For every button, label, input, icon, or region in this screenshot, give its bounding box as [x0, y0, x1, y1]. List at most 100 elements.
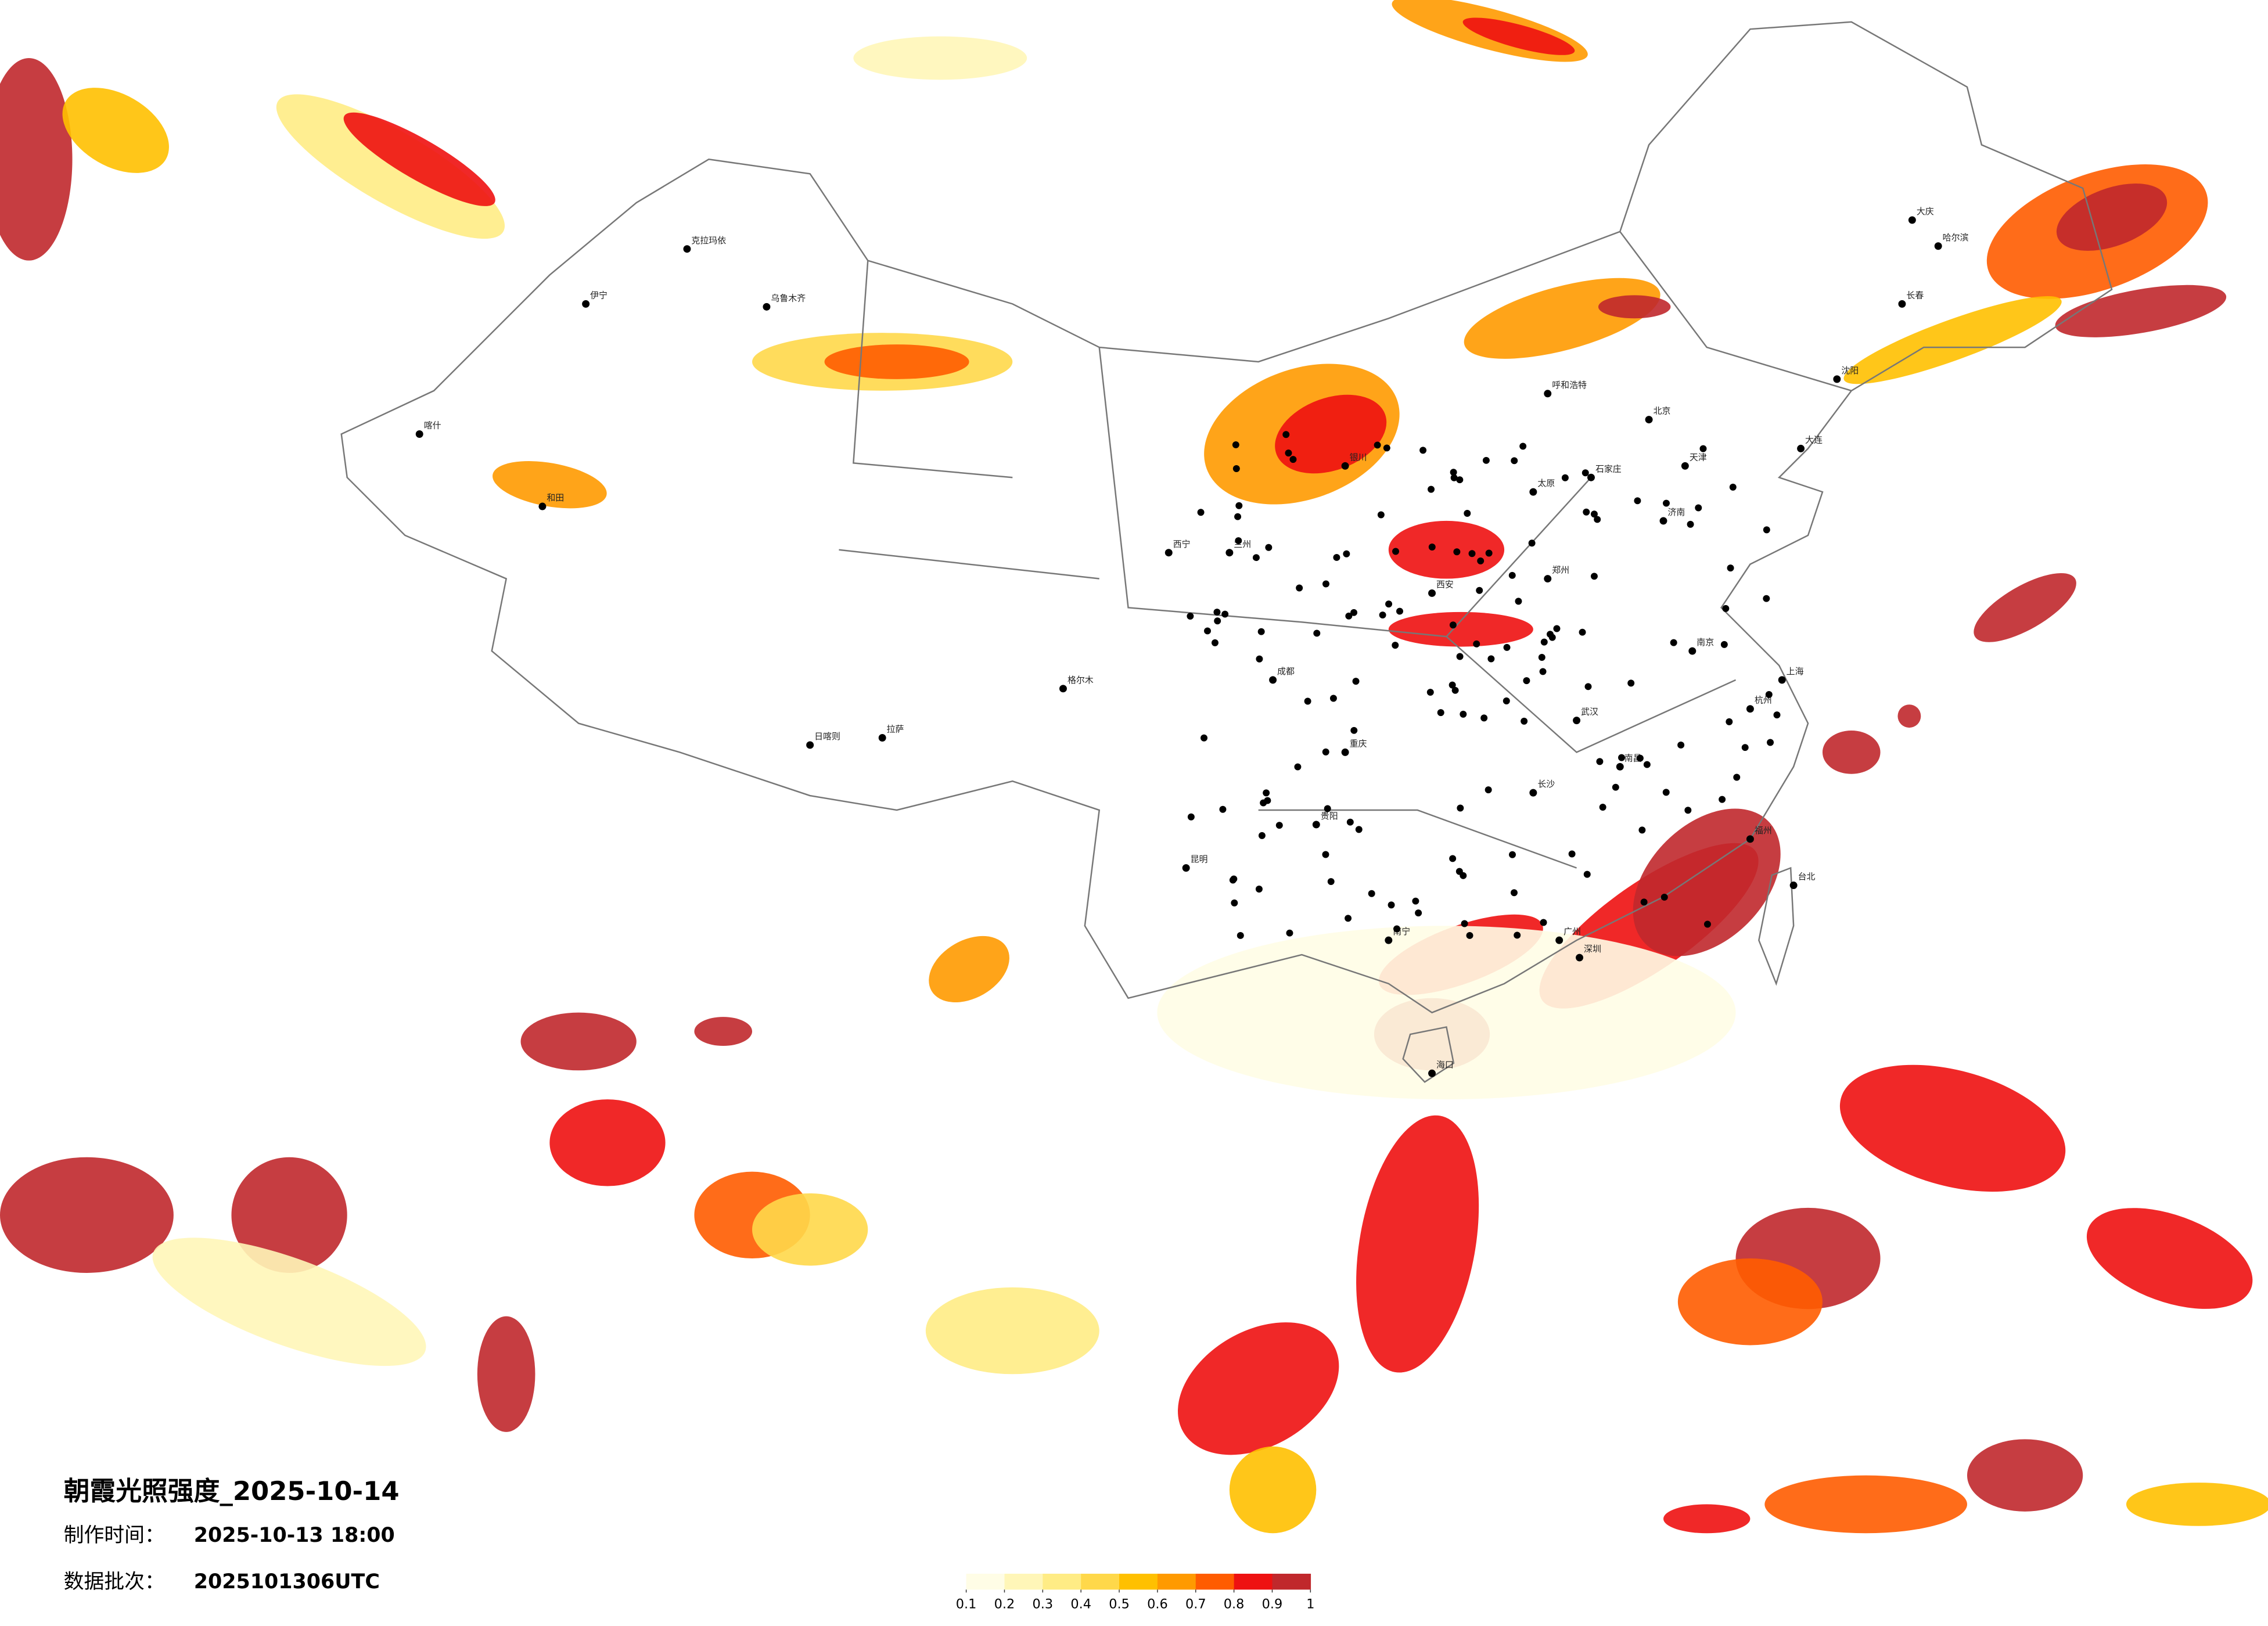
city-label: 西安 — [1436, 579, 1454, 589]
intensity-patch — [2056, 184, 2168, 251]
city-dot — [1659, 517, 1667, 525]
city-dot — [1392, 548, 1399, 555]
city-dot — [1561, 474, 1569, 481]
city-label: 西宁 — [1173, 539, 1191, 549]
city-label: 武汉 — [1581, 707, 1598, 717]
legend-swatch — [1004, 1573, 1044, 1590]
city-label: 海口 — [1436, 1059, 1454, 1070]
city-dot — [1485, 549, 1493, 557]
city-dot — [582, 300, 590, 308]
city-dot — [1638, 826, 1646, 834]
city-dot — [1523, 677, 1530, 685]
intensity-patch — [1633, 808, 1781, 956]
city-dot — [1289, 456, 1297, 463]
city-label: 济南 — [1667, 507, 1685, 517]
city-dot — [1393, 925, 1400, 933]
city-dot — [1466, 931, 1473, 939]
city-dot — [1765, 691, 1773, 699]
city-dot — [1584, 683, 1592, 690]
city-dot — [1368, 890, 1375, 897]
city-label: 日喀则 — [814, 731, 840, 742]
legend-swatch — [1157, 1573, 1196, 1590]
city-label: 太原 — [1537, 478, 1555, 488]
city-dot — [1568, 850, 1576, 858]
city-dot — [415, 430, 423, 438]
legend-tick-label: 1 — [1306, 1597, 1314, 1612]
city-dot — [1573, 717, 1581, 725]
city-dot — [1540, 919, 1547, 926]
intensity-layer — [0, 0, 2268, 1534]
city-dot — [1453, 548, 1461, 556]
intensity-patch — [1388, 611, 1533, 647]
city-dot — [1539, 668, 1547, 675]
meta-value: 2025101306UTC — [194, 1570, 380, 1593]
city-dot — [1618, 754, 1626, 761]
city-dot — [1636, 754, 1644, 762]
city-dot — [1789, 882, 1798, 889]
city-dot — [1719, 796, 1726, 803]
legend-tick-label: 0.5 — [1109, 1597, 1130, 1612]
intensity-patch — [1843, 296, 2062, 384]
legend-tick-label: 0.2 — [994, 1597, 1015, 1612]
city-dot — [1746, 835, 1754, 843]
city-dot — [1503, 643, 1511, 651]
city-label: 成都 — [1277, 666, 1295, 677]
city-dot — [1521, 717, 1528, 725]
city-dot — [1255, 886, 1263, 893]
city-label: 长春 — [1906, 290, 1924, 300]
city-dot — [1256, 655, 1263, 663]
city-dot — [1275, 822, 1283, 829]
city-label: 伊宁 — [590, 290, 608, 300]
intensity-patch — [1464, 278, 1660, 359]
city-label: 贵阳 — [1321, 811, 1338, 821]
city-dot — [1322, 748, 1329, 756]
city-dot — [683, 245, 691, 253]
city-dot — [1456, 653, 1464, 660]
city-dot — [1720, 641, 1728, 648]
intensity-patch — [477, 1316, 535, 1432]
city-dot — [1587, 473, 1595, 481]
city-dot — [1590, 573, 1598, 580]
city-dot — [1503, 697, 1510, 704]
intensity-patch — [0, 58, 73, 261]
city-dot — [1529, 488, 1537, 496]
city-dot — [1231, 899, 1238, 906]
city-label: 深圳 — [1584, 944, 1601, 954]
intensity-patch — [925, 1287, 1099, 1375]
intensity-patch — [853, 36, 1027, 80]
city-dot — [1908, 216, 1916, 224]
city-dot — [1511, 889, 1518, 897]
city-dot — [1232, 441, 1239, 448]
city-dot — [1282, 431, 1290, 438]
city-dot — [1264, 797, 1271, 804]
city-dot — [1662, 789, 1670, 796]
city-dot — [1197, 509, 1205, 516]
city-dot — [1350, 726, 1358, 734]
intensity-patch — [0, 1157, 174, 1273]
city-label: 上海 — [1787, 666, 1804, 677]
city-dot — [763, 303, 771, 311]
intensity-patch — [1897, 704, 1921, 728]
legend-tick-label: 0.7 — [1185, 1597, 1206, 1612]
city-label: 石家庄 — [1595, 463, 1622, 474]
city-dot — [1695, 504, 1702, 512]
legend-tick-label: 0.1 — [956, 1597, 977, 1612]
city-dot — [1225, 549, 1234, 557]
city-dot — [1515, 598, 1522, 605]
city-dot — [1547, 631, 1554, 638]
hainan-outline — [1402, 1026, 1455, 1083]
city-dot — [1059, 685, 1067, 693]
city-dot — [1726, 718, 1733, 725]
city-dot — [1553, 625, 1561, 632]
city-dot — [1529, 789, 1537, 797]
intensity-patch — [2126, 1483, 2268, 1526]
city-label: 北京 — [1654, 406, 1671, 416]
city-dot — [1385, 600, 1393, 608]
city-dot — [1428, 544, 1436, 551]
legend-tick-label: 0.4 — [1070, 1597, 1091, 1612]
city-dot — [1583, 870, 1591, 878]
city-dot — [1579, 628, 1586, 636]
intensity-patch — [1275, 394, 1387, 474]
city-dot — [1763, 595, 1770, 602]
city-label: 克拉玛依 — [691, 235, 726, 246]
